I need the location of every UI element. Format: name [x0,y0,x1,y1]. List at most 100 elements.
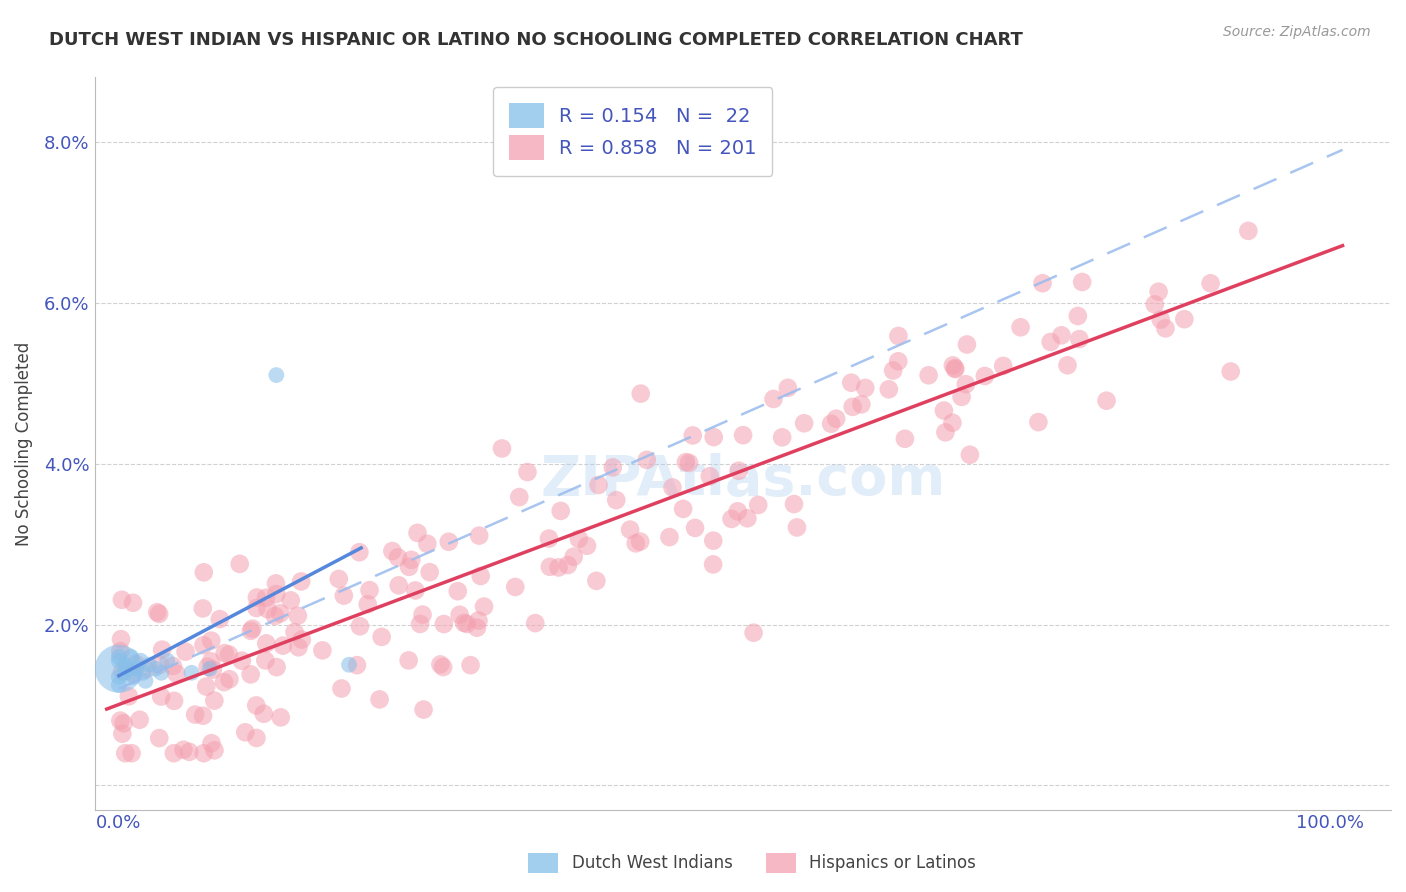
Point [839,376,862,390]
Point [254,653,277,667]
Point [173,742,195,756]
Point [602,460,624,475]
Point [311,643,333,657]
Point [727,464,749,478]
Point [110,714,132,728]
Point [108,662,131,676]
Point [156,654,179,668]
Point [191,601,214,615]
Point [575,539,598,553]
Point [114,746,136,760]
Point [150,642,173,657]
Point [195,680,218,694]
Point [162,659,184,673]
Point [456,617,478,632]
Point [381,544,404,558]
Point [110,632,132,647]
Point [742,625,765,640]
Point [516,465,538,479]
Point [200,736,222,750]
Point [111,592,134,607]
Point [702,533,724,548]
Point [419,565,441,579]
Point [112,716,135,731]
Point [1219,364,1241,378]
Point [357,597,380,611]
Point [453,615,475,630]
Point [1050,328,1073,343]
Point [264,587,287,601]
Point [1173,312,1195,326]
Point [624,536,647,550]
Point [524,616,547,631]
Point [120,649,142,664]
Point [228,557,250,571]
Point [416,537,439,551]
Point [269,607,291,621]
Point [588,478,610,492]
Point [465,621,488,635]
Point [1067,309,1090,323]
Point [118,690,141,704]
Point [283,625,305,640]
Point [401,553,423,567]
Point [783,497,806,511]
Point [1147,285,1170,299]
Point [271,639,294,653]
Point [472,599,495,614]
Point [266,368,288,383]
Y-axis label: No Schooling Completed: No Schooling Completed [15,342,32,546]
Point [239,667,262,681]
Point [388,578,411,592]
Point [956,337,979,351]
Point [636,453,658,467]
Point [672,502,695,516]
Point [114,665,136,680]
Point [150,690,173,704]
Point [537,532,560,546]
Point [387,550,409,565]
Point [254,636,277,650]
Point [287,608,309,623]
Point [973,369,995,384]
Point [197,659,219,673]
Point [562,549,585,564]
Legend: Dutch West Indians, Hispanics or Latinos: Dutch West Indians, Hispanics or Latinos [522,847,983,880]
Point [1150,312,1173,326]
Point [163,746,186,760]
Point [253,706,276,721]
Point [467,614,489,628]
Point [333,589,356,603]
Point [359,583,381,598]
Point [122,665,145,680]
Point [1143,297,1166,311]
Point [149,657,172,672]
Point [370,630,392,644]
Point [508,490,530,504]
Point [163,694,186,708]
Point [150,665,173,680]
Point [550,504,572,518]
Point [404,583,426,598]
Point [942,359,965,373]
Point [894,432,917,446]
Point [122,670,145,684]
Point [737,511,759,525]
Point [184,707,207,722]
Point [793,416,815,430]
Point [349,545,371,559]
Point [468,528,491,542]
Point [851,397,873,411]
Point [1095,393,1118,408]
Point [143,662,166,676]
Point [770,430,793,444]
Point [398,559,420,574]
Point [853,381,876,395]
Point [193,566,215,580]
Point [841,400,863,414]
Point [955,377,977,392]
Point [108,654,131,668]
Point [193,638,215,652]
Point [280,593,302,607]
Point [270,710,292,724]
